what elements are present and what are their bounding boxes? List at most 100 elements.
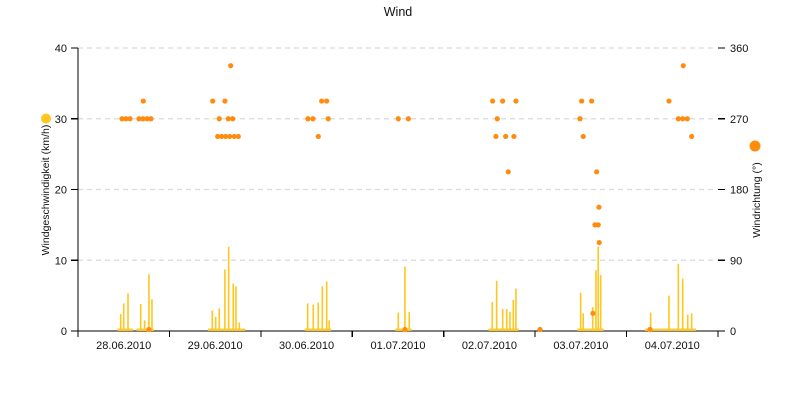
- wind-direction-dot: [305, 116, 311, 122]
- wind-direction-dot: [315, 133, 321, 140]
- wind-speed-bar: [127, 293, 129, 331]
- y-left-tick-label: 0: [61, 326, 67, 338]
- wind-speed-bar: [649, 312, 652, 331]
- wind-speed-bar: [599, 275, 602, 331]
- wind-speed-bar: [148, 274, 150, 331]
- wind-speed-baseline: [577, 328, 604, 331]
- wind-speed-bar: [591, 306, 594, 331]
- wind-direction-dot: [228, 63, 234, 69]
- wind-direction-dot: [594, 169, 600, 175]
- wind-direction-dot: [579, 98, 585, 104]
- wind-speed-bar: [509, 311, 511, 331]
- y-right-tick-label: 270: [730, 114, 748, 126]
- x-tick-label: 01.07.2010: [370, 340, 425, 352]
- wind-speed-bar: [321, 286, 324, 331]
- wind-direction-dot: [680, 116, 686, 122]
- y-right-tick-label: 360: [730, 43, 748, 55]
- wind-speed-bar: [119, 314, 122, 331]
- wind-direction-dot: [395, 116, 401, 122]
- wind-speed-baseline: [644, 328, 697, 331]
- wind-speed-bar: [579, 292, 582, 331]
- wind-direction-dot: [494, 116, 500, 122]
- wind-direction-dot: [577, 116, 583, 122]
- y-left-tick-label: 20: [55, 185, 67, 197]
- wind-direction-dot: [127, 116, 133, 122]
- wind-speed-bar: [501, 309, 504, 331]
- wind-speed-bar: [408, 311, 411, 331]
- wind-direction-dot: [148, 116, 154, 122]
- wind-direction-dot: [324, 98, 330, 104]
- wind-direction-dot: [225, 116, 231, 122]
- x-tick-label: 29.06.2010: [188, 340, 243, 352]
- wind-direction-dot: [140, 116, 146, 122]
- wind-direction-dot: [537, 326, 543, 333]
- wind-direction-dot: [219, 133, 225, 140]
- wind-direction-dot: [136, 116, 142, 122]
- chart-title: Wind: [383, 5, 413, 19]
- wind-speed-bar: [312, 304, 315, 331]
- wind-direction-dot: [684, 116, 690, 122]
- wind-direction-dot: [227, 133, 233, 140]
- wind-direction-dot: [590, 310, 596, 316]
- wind-speed-bar: [232, 283, 235, 331]
- wind-direction-dot: [680, 63, 686, 69]
- wind-speed-bar: [597, 246, 600, 331]
- y-left-tick-label: 30: [55, 114, 67, 126]
- wind-direction-dot: [511, 133, 517, 140]
- wind-direction-dot: [223, 133, 229, 140]
- y-left-tick-label: 40: [55, 43, 67, 55]
- wind-direction-dot: [123, 116, 129, 122]
- wind-speed-bar: [143, 320, 146, 331]
- wind-speed-bar: [397, 312, 400, 331]
- wind-speed-bar: [686, 314, 689, 331]
- wind-speed-bar: [235, 286, 237, 331]
- wind-speed-bar: [139, 304, 142, 331]
- wind-speed-bar: [491, 301, 494, 331]
- wind-speed-bar: [505, 309, 508, 331]
- x-tick-label: 04.07.2010: [645, 340, 700, 352]
- wind-speed-bar: [404, 266, 406, 331]
- wind-direction-dot: [146, 326, 152, 333]
- wind-direction-dot: [231, 133, 237, 140]
- wind-direction-dot: [216, 116, 222, 122]
- wind-speed-bar: [512, 299, 515, 331]
- wind-direction-dot: [595, 222, 601, 228]
- wind-speed-bar: [582, 313, 585, 331]
- wind-speed-bar: [681, 278, 684, 331]
- wind-direction-dot: [230, 116, 236, 122]
- wind-direction-dot: [325, 116, 331, 122]
- wind-speed-bar: [306, 303, 309, 331]
- wind-speed-bar: [238, 322, 241, 331]
- y-right-tick-label: 90: [730, 255, 742, 267]
- wind-direction-dot: [675, 116, 681, 122]
- wind-speed-bar: [328, 320, 331, 331]
- wind-direction-dot: [689, 133, 695, 140]
- wind-speed-bar: [668, 295, 670, 331]
- wind-speed-legend-icon: [41, 113, 51, 124]
- wind-direction-dot: [215, 133, 221, 140]
- x-tick-label: 28.06.2010: [96, 340, 151, 352]
- wind-direction-dot: [647, 326, 653, 333]
- wind-direction-dot: [119, 116, 125, 122]
- wind-direction-dot: [222, 98, 228, 104]
- wind-direction-dot: [235, 133, 241, 140]
- wind-speed-bar: [317, 302, 320, 331]
- wind-direction-dot: [140, 98, 146, 104]
- wind-speed-bar: [214, 316, 217, 331]
- wind-speed-baseline: [207, 328, 246, 331]
- wind-direction-legend-icon: [749, 140, 761, 152]
- wind-speed-bar: [515, 288, 517, 331]
- y-right-tick-label: 180: [730, 185, 748, 197]
- wind-direction-dot: [310, 116, 316, 122]
- x-tick-label: 02.07.2010: [462, 340, 517, 352]
- wind-direction-dot: [500, 98, 506, 104]
- y-axis-right-title: Windrichtung (°): [751, 162, 763, 238]
- wind-speed-bar: [677, 263, 680, 331]
- wind-direction-dot: [144, 116, 150, 122]
- x-tick-label: 03.07.2010: [553, 340, 608, 352]
- wind-speed-bar: [325, 281, 328, 331]
- wind-speed-baseline: [117, 328, 133, 331]
- wind-direction-dot: [402, 326, 408, 333]
